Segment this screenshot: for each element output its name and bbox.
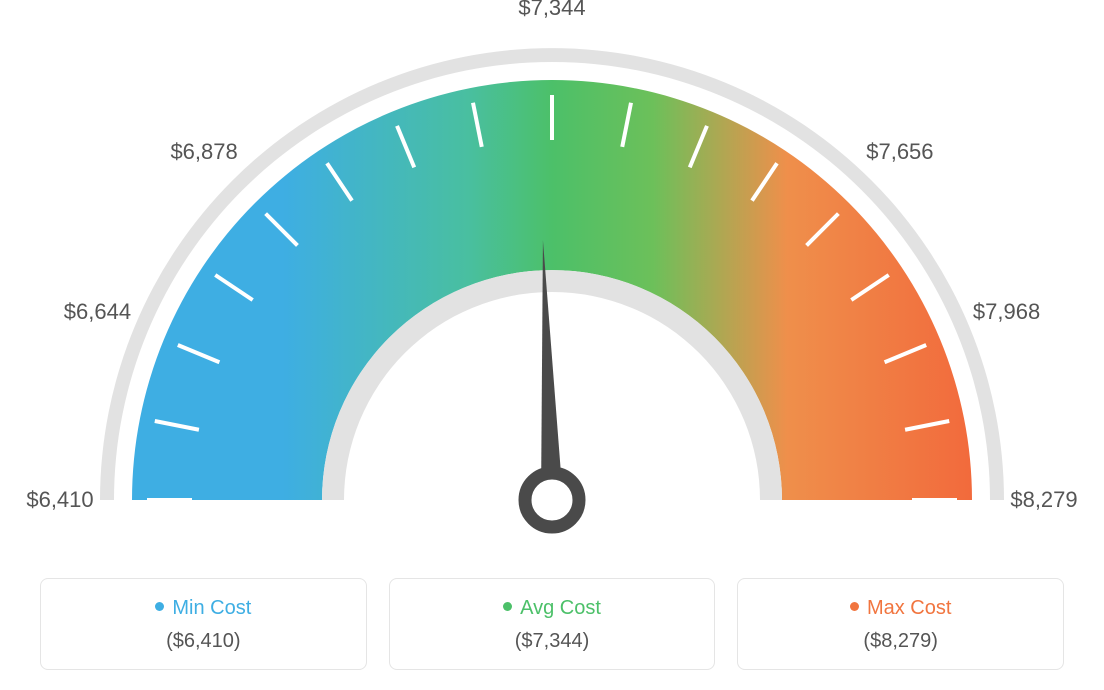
legend-card-min: Min Cost ($6,410) [40, 578, 367, 670]
gauge-svg [0, 0, 1104, 540]
legend-title-text: Avg Cost [520, 597, 601, 619]
legend-row: Min Cost ($6,410) Avg Cost ($7,344) Max … [40, 578, 1064, 670]
legend-title-min: Min Cost [51, 597, 356, 620]
tick-label: $7,968 [973, 299, 1040, 325]
needle-hub [525, 473, 579, 527]
legend-value-avg: ($7,344) [400, 630, 705, 653]
legend-title-avg: Avg Cost [400, 597, 705, 620]
legend-title-text: Max Cost [867, 597, 951, 619]
legend-title-max: Max Cost [748, 597, 1053, 620]
legend-value-min: ($6,410) [51, 630, 356, 653]
gauge-chart: $6,410 $6,644 $6,878 $7,344 $7,656 $7,968 $8,2… [0, 0, 1104, 540]
dot-icon [503, 602, 512, 611]
legend-card-max: Max Cost ($8,279) [737, 578, 1064, 670]
dot-icon [850, 602, 859, 611]
dot-icon [155, 602, 164, 611]
legend-value-max: ($8,279) [748, 630, 1053, 653]
chart-container: $6,410 $6,644 $6,878 $7,344 $7,656 $7,968 $8,2… [0, 0, 1104, 690]
tick-label: $6,410 [26, 487, 93, 513]
tick-label: $6,644 [64, 299, 131, 325]
tick-label: $6,878 [170, 139, 237, 165]
tick-label: $7,344 [518, 0, 585, 21]
tick-label: $8,279 [1010, 487, 1077, 513]
tick-label: $7,656 [866, 139, 933, 165]
legend-title-text: Min Cost [172, 597, 251, 619]
legend-card-avg: Avg Cost ($7,344) [389, 578, 716, 670]
